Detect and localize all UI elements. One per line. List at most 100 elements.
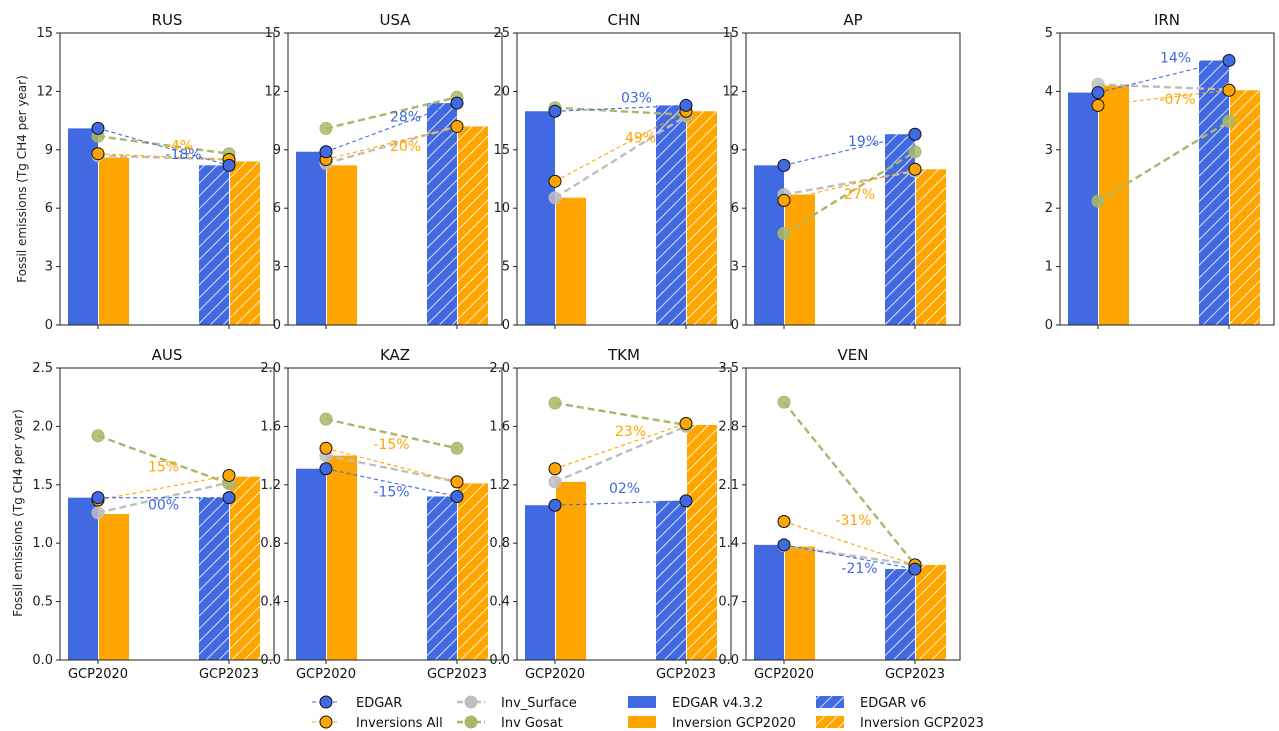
plot-frame [59, 367, 275, 661]
gosat-point [777, 395, 791, 409]
inv-point [679, 416, 693, 430]
inversion-bar [687, 424, 717, 660]
percent-change-label: 03% [621, 90, 652, 106]
inversion-bar [1099, 85, 1129, 325]
inversion-bar [1230, 90, 1260, 326]
y-tick-label: 2 [1045, 201, 1053, 216]
gosat-trend-line [325, 96, 458, 130]
y-tick-label: 2.5 [32, 361, 53, 376]
y-tick-label: 0 [731, 318, 739, 333]
y-tick-label: 1.0 [32, 536, 53, 551]
y-tick-label: 9 [731, 143, 739, 158]
gosat-trend-line [97, 134, 230, 155]
plot-frame [59, 32, 275, 326]
edgar-trend-line [1097, 59, 1230, 94]
inversion-bar [327, 165, 357, 325]
plot-frame [516, 32, 732, 326]
edgar-point [679, 98, 693, 112]
y-tick-label: 1.4 [718, 536, 739, 551]
surface-trend-line [783, 170, 916, 196]
edgar-bar [656, 500, 686, 660]
plot-frame [516, 367, 732, 661]
gosat-trend-line [1097, 120, 1230, 203]
y-tick-label: 15 [264, 26, 281, 41]
y-tick-label: 0 [502, 318, 510, 333]
gosat-point [1222, 114, 1236, 128]
inv-point [777, 515, 791, 529]
y-tick-label: 15 [493, 143, 510, 158]
legend: EDGAR Inversions All Inv_Surface Inv Gosat E… [312, 695, 984, 731]
chart-panel-rus: 0 3 6 9 12 15 RUS -18%-4% [36, 11, 275, 333]
edgar-bar [68, 128, 98, 325]
plot-frame [745, 32, 961, 326]
legend-swatch [816, 716, 844, 728]
y-tick-label: 1.2 [489, 478, 510, 493]
edgar-bar [296, 151, 326, 325]
inv-point [450, 119, 464, 133]
edgar-bar [296, 468, 326, 660]
percent-change-label: -4% [166, 139, 193, 155]
y-tick-label: 15 [722, 26, 739, 41]
y-tick-label: 0 [45, 318, 53, 333]
legend-item: EDGAR v6 [816, 696, 926, 711]
y-tick-label: 6 [273, 201, 281, 216]
chart-panel-kaz: 0.0 0.4 0.8 1.2 1.6 2.0 GCP2020 GCP2023 KAZ -15% -… [260, 346, 503, 682]
inversion-bar [916, 564, 946, 660]
plot-frame [745, 367, 961, 661]
panel-title: TKM [607, 346, 640, 364]
percent-change-label: -31% [835, 513, 871, 529]
panel-title: AUS [152, 346, 183, 364]
x-tick-label: GCP2020 [68, 667, 128, 682]
y-tick-label: 0.0 [718, 653, 739, 668]
legend-label: EDGAR v4.3.2 [672, 696, 763, 711]
y-tick-label: 12 [722, 84, 739, 99]
plot-frame [287, 32, 503, 326]
y-tick-label: 9 [273, 143, 281, 158]
x-tick-label: GCP2020 [525, 667, 585, 682]
inv-trend-line [1097, 89, 1230, 106]
percent-change-label: -21% [841, 561, 877, 577]
y-tick-label: 1 [1045, 260, 1053, 275]
plot-frame [287, 367, 503, 661]
inversion-bar [785, 194, 815, 325]
surface-point [548, 191, 562, 205]
inversion-bar [99, 157, 129, 325]
surface-trend-line [325, 454, 458, 484]
edgar-point [319, 145, 333, 159]
legend-marker [319, 695, 333, 709]
percent-change-label: 49% [625, 130, 656, 146]
edgar-trend-line [325, 102, 458, 153]
legend-item: Inversions All [312, 715, 443, 731]
edgar-point [450, 96, 464, 110]
surface-point [91, 506, 105, 520]
legend-item: Inv_Surface [457, 695, 577, 711]
y-tick-label: 0.7 [718, 595, 739, 610]
percent-change-label: 00% [148, 498, 179, 514]
edgar-bar [68, 497, 98, 660]
y-axis-label: Fossil emissions (Tg CH4 per year) [15, 75, 29, 283]
y-tick-label: 9 [45, 143, 53, 158]
inv-trend-line [554, 422, 687, 470]
legend-label: EDGAR [356, 696, 402, 711]
y-tick-label: 4 [1045, 84, 1053, 99]
inv-point [1222, 83, 1236, 97]
gosat-trend-line [325, 417, 458, 450]
inversion-bar [556, 197, 586, 325]
y-tick-label: 5 [1045, 26, 1053, 41]
panel-title: KAZ [380, 346, 410, 364]
inversion-bar [99, 514, 129, 660]
gosat-point [1091, 194, 1105, 208]
chart-panel-usa: 0 3 6 9 12 15 USA 28% 20% [264, 11, 503, 333]
inv-point [91, 147, 105, 161]
y-tick-label: 3 [273, 260, 281, 275]
legend-label: Inversion GCP2023 [860, 716, 984, 731]
inv-trend-line [783, 168, 916, 201]
x-tick-label: GCP2020 [754, 667, 814, 682]
edgar-trend-line [554, 104, 687, 112]
percent-change-label: 14% [1160, 51, 1191, 67]
edgar-bar [199, 497, 229, 660]
inversion-bar [687, 111, 717, 325]
chart-panel-aus: 0.0 0.5 1.0 1.5 2.0 2.5 GCP2020 GCP2023 AUS 00% 15… [32, 346, 275, 682]
percent-change-label: 23% [615, 424, 646, 440]
surface-point [548, 475, 562, 489]
